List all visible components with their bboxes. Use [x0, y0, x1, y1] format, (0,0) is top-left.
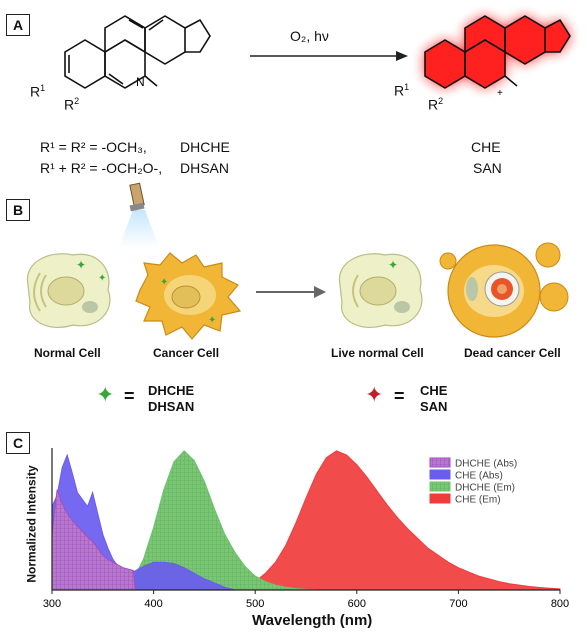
- flashlight-icon: [119, 182, 159, 248]
- panel-a-label: A: [6, 14, 30, 36]
- row2-formula: R¹ + R² = -OCH₂O-,: [40, 160, 163, 176]
- legend-label-dhche-abs: DHCHE (Abs): [455, 459, 517, 470]
- x-tick-label: 600: [348, 598, 366, 610]
- legend-left-1: DHCHE: [148, 383, 195, 398]
- panel-c-label: C: [6, 432, 30, 454]
- caption-normal-cell: Normal Cell: [34, 346, 101, 360]
- legend-swatch-che-abs: [429, 469, 451, 480]
- x-tick-label: 400: [144, 598, 162, 610]
- green-marker-icon: ✦: [96, 382, 115, 407]
- equals-right: =: [394, 386, 405, 406]
- legend-right-1: CHE: [420, 383, 448, 398]
- svg-text:✦: ✦: [208, 315, 216, 326]
- row1-name: DHCHE: [180, 139, 230, 155]
- legend-swatch-dhche-abs: [429, 457, 451, 468]
- svg-text:✦: ✦: [160, 277, 168, 288]
- dhche-structure: N: [64, 15, 211, 89]
- r1-label: R1: [30, 83, 46, 100]
- x-tick-label: 700: [449, 598, 467, 610]
- equals-left: =: [124, 386, 135, 406]
- legend-swatch-dhche-em: [429, 481, 451, 492]
- reaction-arrow: [250, 51, 408, 61]
- svg-text:✦: ✦: [388, 258, 398, 272]
- caption-cancer-cell: Cancer Cell: [153, 346, 220, 360]
- series-area-che-em: [224, 450, 561, 591]
- row1-product: CHE: [471, 139, 501, 155]
- x-tick-label: 500: [246, 598, 264, 610]
- legend-label-che-abs: CHE (Abs): [455, 471, 503, 482]
- legend-swatch-che-em: [429, 493, 451, 504]
- legend-right-2: SAN: [420, 399, 448, 414]
- x-tick-label: 300: [43, 598, 61, 610]
- n-atom-label: N: [136, 75, 145, 89]
- legend-label-che-em: CHE (Em): [455, 495, 501, 506]
- series-area-dhche-abs: [51, 489, 136, 591]
- x-axis-label: Wavelength (nm): [252, 612, 373, 629]
- live-normal-cell: ✦: [338, 253, 423, 329]
- cancer-cell: ✦ ✦: [135, 252, 242, 340]
- product-r1-label: R1: [394, 82, 410, 99]
- legend-left-2: DHSAN: [148, 399, 195, 414]
- svg-text:✦: ✦: [76, 258, 86, 272]
- spectra-chart: 300 400 500 600 700 800 DHCHE (Abs)CHE (Abs)D…: [43, 448, 569, 610]
- n-plus-label: +: [497, 88, 503, 99]
- transition-arrow: [256, 286, 326, 298]
- caption-dead-cancer-cell: Dead cancer Cell: [464, 346, 561, 360]
- svg-text:✦: ✦: [98, 273, 106, 284]
- x-tick-label: 800: [551, 598, 569, 610]
- row1-formula: R¹ = R² = -OCH₃,: [40, 139, 147, 155]
- red-marker-icon: ✦: [365, 382, 384, 407]
- row2-name: DHSAN: [180, 160, 230, 176]
- legend-label-dhche-em: DHCHE (Em): [455, 483, 515, 494]
- series-area-dhche-em: [112, 450, 317, 591]
- row2-product: SAN: [473, 160, 502, 176]
- reaction-conditions: O₂, hν: [290, 28, 329, 44]
- y-axis-label: Normalized Intensity: [24, 465, 39, 583]
- dead-cancer-cell: [439, 242, 569, 338]
- product-r2-label: R2: [428, 96, 444, 113]
- r2-label: R2: [64, 96, 80, 113]
- che-structure-glow: +: [424, 15, 571, 99]
- panel-b-label: B: [6, 199, 30, 221]
- caption-live-normal-cell: Live normal Cell: [331, 346, 424, 360]
- normal-cell: ✦ ✦: [26, 253, 111, 329]
